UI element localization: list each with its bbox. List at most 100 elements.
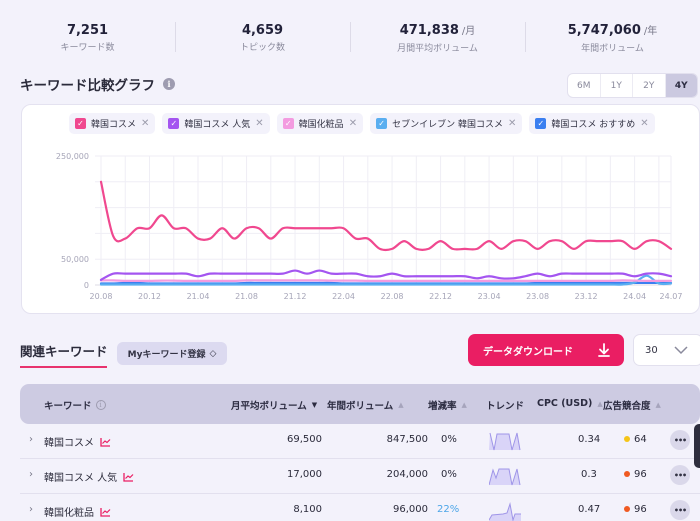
yearly-volume: 847,500 (386, 434, 428, 445)
stat-value: 5,747,060 (567, 23, 641, 38)
tab-related-keywords[interactable]: 関連キーワード (20, 344, 108, 359)
legend-label: 韓国コスメ おすすめ (551, 120, 636, 130)
legend-chip[interactable]: ✓ 韓国コスメ 人気 ✕ (162, 113, 270, 134)
yearly-volume: 96,000 (393, 504, 428, 515)
legend-label: 韓国コスメ 人気 (184, 120, 251, 130)
page-size-select[interactable]: 30 (633, 334, 700, 366)
remove-icon[interactable]: ✕ (640, 118, 649, 129)
legend-chip[interactable]: ✓ 韓国コスメ ✕ (69, 113, 156, 134)
line-chart-icon[interactable] (100, 437, 111, 447)
stat-topic-count: 4,659 トピック数 (175, 16, 350, 60)
checkbox-checked-icon[interactable]: ✓ (282, 118, 294, 129)
cpc-value: 0.47 (578, 504, 601, 515)
remove-icon[interactable]: ✕ (507, 118, 517, 129)
info-icon[interactable]: i (163, 78, 175, 90)
chart-legend: ✓ 韓国コスメ ✕ ✓ 韓国コスメ 人気 ✕ ✓ 韓国化粧品 ✕ ✓ セブンイレ… (69, 113, 655, 134)
trend-sparkline (489, 468, 521, 486)
col-cpc[interactable]: CPC (USD) ▲ (537, 398, 603, 409)
legend-chip[interactable]: ✓ 韓国コスメ おすすめ ✕ (529, 113, 655, 134)
line-chart-icon[interactable] (123, 472, 134, 482)
col-competition[interactable]: 広告競合度 ▲ (603, 401, 661, 412)
more-options-button[interactable]: ••• (670, 500, 690, 520)
line-chart[interactable]: 250,000 50,000 020.08 20.12 21.04 21.08 21.12 2… (22, 105, 700, 315)
svg-text:250,000: 250,000 (56, 152, 89, 161)
checkbox-checked-icon[interactable]: ✓ (168, 118, 180, 129)
svg-text:22.04: 22.04 (332, 292, 355, 301)
competition-value: 96 (624, 504, 647, 515)
svg-text:24.07: 24.07 (660, 292, 683, 301)
svg-text:23.08: 23.08 (526, 292, 549, 301)
sort-asc-icon: ▲ (398, 401, 404, 409)
more-options-button[interactable]: ••• (670, 430, 690, 450)
sort-asc-icon: ▲ (655, 401, 661, 409)
monthly-volume: 8,100 (293, 504, 322, 515)
col-change-rate[interactable]: 増減率 ▲ (428, 401, 467, 412)
register-my-keyword-label: Myキーワード登録 (127, 350, 206, 360)
table-row[interactable]: › 韓国コスメ 人気 17,000 204,000 0% 0.3 96 ••• (20, 459, 700, 494)
info-icon[interactable]: i (95, 400, 106, 410)
svg-text:21.12: 21.12 (284, 292, 307, 301)
expand-chevron-icon[interactable]: › (29, 504, 33, 515)
stat-unit: /年 (643, 26, 658, 37)
col-monthly-volume[interactable]: 月平均ボリューム ▼ (231, 401, 318, 412)
svg-text:21.04: 21.04 (187, 292, 210, 301)
remove-icon[interactable]: ✕ (348, 118, 358, 129)
svg-text:50,000: 50,000 (61, 255, 89, 264)
cpc-value: 0.3 (581, 469, 597, 480)
svg-text:22.12: 22.12 (429, 292, 452, 301)
range-2y-button[interactable]: 2Y (632, 74, 665, 97)
register-my-keyword-button[interactable]: Myキーワード登録 ◇ (117, 342, 227, 365)
competition-value: 64 (624, 434, 647, 445)
legend-label: セブンイレブン 韓国コスメ (392, 120, 503, 130)
legend-chip[interactable]: ✓ セブンイレブン 韓国コスメ ✕ (370, 113, 523, 134)
svg-text:20.12: 20.12 (138, 292, 161, 301)
range-selector: 6M 1Y 2Y 4Y (567, 73, 698, 98)
page-size-value: 30 (645, 344, 658, 356)
legend-chip[interactable]: ✓ 韓国化粧品 ✕ (276, 113, 364, 134)
expand-chevron-icon[interactable]: › (29, 469, 33, 480)
legend-label: 韓国コスメ (91, 120, 137, 130)
stat-keyword-count: 7,251 キーワード数 (0, 16, 175, 60)
table-row[interactable]: › 韓国化粧品 8,100 96,000 22% 0.47 96 ••• (20, 494, 700, 521)
monthly-volume: 69,500 (287, 434, 322, 445)
competition-value: 96 (624, 469, 647, 480)
compare-graph-title-text: キーワード比較グラフ (20, 78, 155, 94)
compare-graph-title: キーワード比較グラフ i (20, 74, 175, 94)
trend-sparkline (489, 432, 521, 451)
line-chart-icon[interactable] (100, 507, 111, 517)
side-panel-handle[interactable] (694, 424, 700, 468)
range-1y-button[interactable]: 1Y (599, 74, 633, 97)
remove-icon[interactable]: ✕ (255, 118, 264, 129)
stat-value: 471,838 (399, 23, 459, 38)
svg-text:21.08: 21.08 (235, 292, 258, 301)
remove-icon[interactable]: ✕ (141, 118, 150, 129)
more-options-button[interactable]: ••• (670, 465, 690, 485)
keyword-cell: 韓国コスメ 人気 (44, 469, 134, 484)
stat-yearly-volume: 5,747,060/年 年間ボリューム (525, 16, 700, 60)
svg-text:24.04: 24.04 (623, 292, 646, 301)
stat-unit: /月 (461, 26, 476, 37)
col-yearly-volume[interactable]: 年間ボリューム ▲ (327, 401, 404, 412)
data-download-label: データダウンロード (483, 346, 573, 358)
competition-dot-icon (624, 471, 630, 477)
keyword-cell: 韓国化粧品 (44, 504, 111, 519)
checkbox-checked-icon[interactable]: ✓ (75, 118, 86, 129)
range-4y-button[interactable]: 4Y (664, 74, 697, 97)
data-download-button[interactable]: データダウンロード (468, 334, 624, 366)
monthly-volume: 17,000 (287, 469, 322, 480)
expand-chevron-icon[interactable]: › (29, 434, 33, 445)
keyword-cell: 韓国コスメ (44, 434, 111, 449)
table-row[interactable]: › 韓国コスメ 69,500 847,500 0% 0.34 64 ••• (20, 424, 700, 459)
stat-value: 7,251 (66, 23, 109, 38)
change-rate: 0% (441, 469, 457, 480)
col-keyword[interactable]: キーワード i (44, 398, 106, 412)
range-6m-button[interactable]: 6M (577, 80, 591, 91)
checkbox-checked-icon[interactable]: ✓ (376, 118, 388, 129)
legend-label: 韓国化粧品 (298, 120, 344, 130)
stat-label: トピック数 (239, 43, 285, 53)
checkbox-checked-icon[interactable]: ✓ (535, 118, 547, 129)
change-rate: 22% (437, 504, 460, 515)
yearly-volume: 204,000 (386, 469, 428, 480)
sort-asc-icon: ▲ (597, 399, 603, 408)
compare-chart-card: ✓ 韓国コスメ ✕ ✓ 韓国コスメ 人気 ✕ ✓ 韓国化粧品 ✕ ✓ セブンイレ… (21, 104, 700, 314)
